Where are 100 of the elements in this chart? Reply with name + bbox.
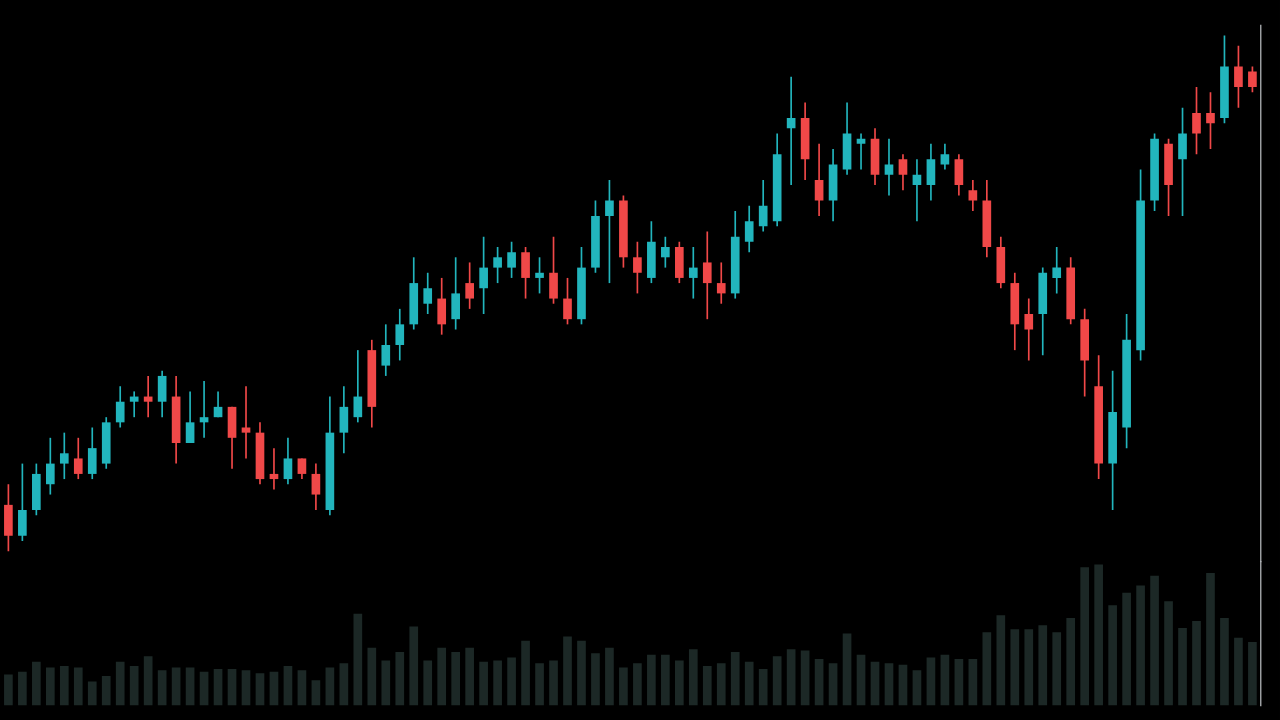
bar (577, 640, 586, 706)
bar (521, 640, 530, 706)
candlestick (311, 462, 321, 511)
bar (339, 663, 349, 706)
bar (1052, 632, 1062, 706)
bar (59, 666, 69, 706)
bar (325, 667, 335, 706)
candlestick (507, 240, 516, 279)
bar (674, 660, 684, 706)
candlestick (758, 179, 768, 233)
candlestick (702, 230, 712, 321)
bar (199, 671, 209, 706)
bar (1010, 629, 1020, 706)
bar (800, 650, 810, 706)
bar (814, 659, 824, 706)
bar (1220, 618, 1229, 706)
candlestick (297, 457, 307, 480)
bar (982, 632, 992, 706)
candlestick (898, 153, 908, 192)
candlestick (129, 390, 139, 419)
candlestick (1052, 246, 1062, 295)
bar (940, 654, 950, 706)
bar (451, 651, 461, 706)
candlestick (1248, 65, 1257, 94)
candlestick (59, 431, 69, 480)
candlestick (884, 137, 894, 197)
candlestick (814, 142, 824, 217)
bar (661, 654, 670, 706)
bar (856, 654, 866, 706)
bar (647, 654, 656, 706)
bar (535, 663, 544, 706)
bar (842, 633, 852, 706)
candlestick (45, 436, 55, 496)
bar (479, 661, 488, 706)
candlestick (395, 308, 405, 362)
bar (143, 656, 153, 706)
candlestick (1206, 91, 1215, 150)
bar (870, 661, 880, 706)
bar (702, 666, 712, 706)
bar (129, 666, 139, 706)
bar (1094, 564, 1103, 706)
bar (1206, 572, 1215, 706)
bar (185, 667, 195, 706)
candlestick (1192, 86, 1201, 155)
bar (115, 661, 125, 706)
bar (241, 670, 251, 706)
candlestick (1234, 44, 1243, 109)
bar (1024, 629, 1034, 706)
bar (563, 636, 572, 706)
candlestick (283, 436, 293, 486)
bar (353, 613, 363, 706)
bar (45, 667, 55, 706)
bar (1150, 575, 1159, 706)
candlestick (115, 385, 125, 429)
bar (18, 671, 27, 706)
bar (1234, 637, 1243, 706)
candlestick (423, 271, 433, 315)
bar (4, 674, 13, 706)
bar (591, 653, 600, 706)
candlestick (353, 349, 363, 424)
bar (507, 657, 516, 706)
bar (1178, 627, 1187, 706)
candlestick (73, 436, 83, 480)
bar (1192, 620, 1201, 706)
bar (926, 657, 936, 706)
bar (605, 647, 614, 706)
bar (828, 663, 838, 706)
bar (32, 661, 41, 706)
bar (898, 664, 908, 706)
bar (493, 660, 502, 706)
candlestick (633, 240, 642, 295)
candlestick (479, 235, 488, 315)
bar (549, 660, 558, 706)
bar (730, 651, 740, 706)
bar (744, 661, 754, 706)
bar (73, 667, 83, 706)
bar (171, 667, 181, 706)
bar (395, 651, 405, 706)
candlestick (535, 256, 544, 295)
bar (409, 626, 419, 706)
bar (381, 660, 391, 706)
candlestick (786, 75, 796, 186)
bar (1164, 601, 1173, 706)
bar (87, 681, 97, 706)
bar (633, 663, 642, 706)
bar (968, 659, 978, 706)
bar (1066, 618, 1076, 706)
bar (716, 663, 726, 706)
bar (465, 647, 474, 706)
candlestick (381, 323, 391, 377)
candlestick (968, 179, 978, 212)
bar (297, 670, 307, 706)
bar (1136, 585, 1145, 706)
bar (255, 673, 265, 706)
bar (1248, 642, 1257, 706)
bar (311, 680, 321, 706)
bar (619, 667, 628, 706)
bar (101, 675, 111, 706)
bar (912, 670, 922, 706)
bar (758, 668, 768, 706)
